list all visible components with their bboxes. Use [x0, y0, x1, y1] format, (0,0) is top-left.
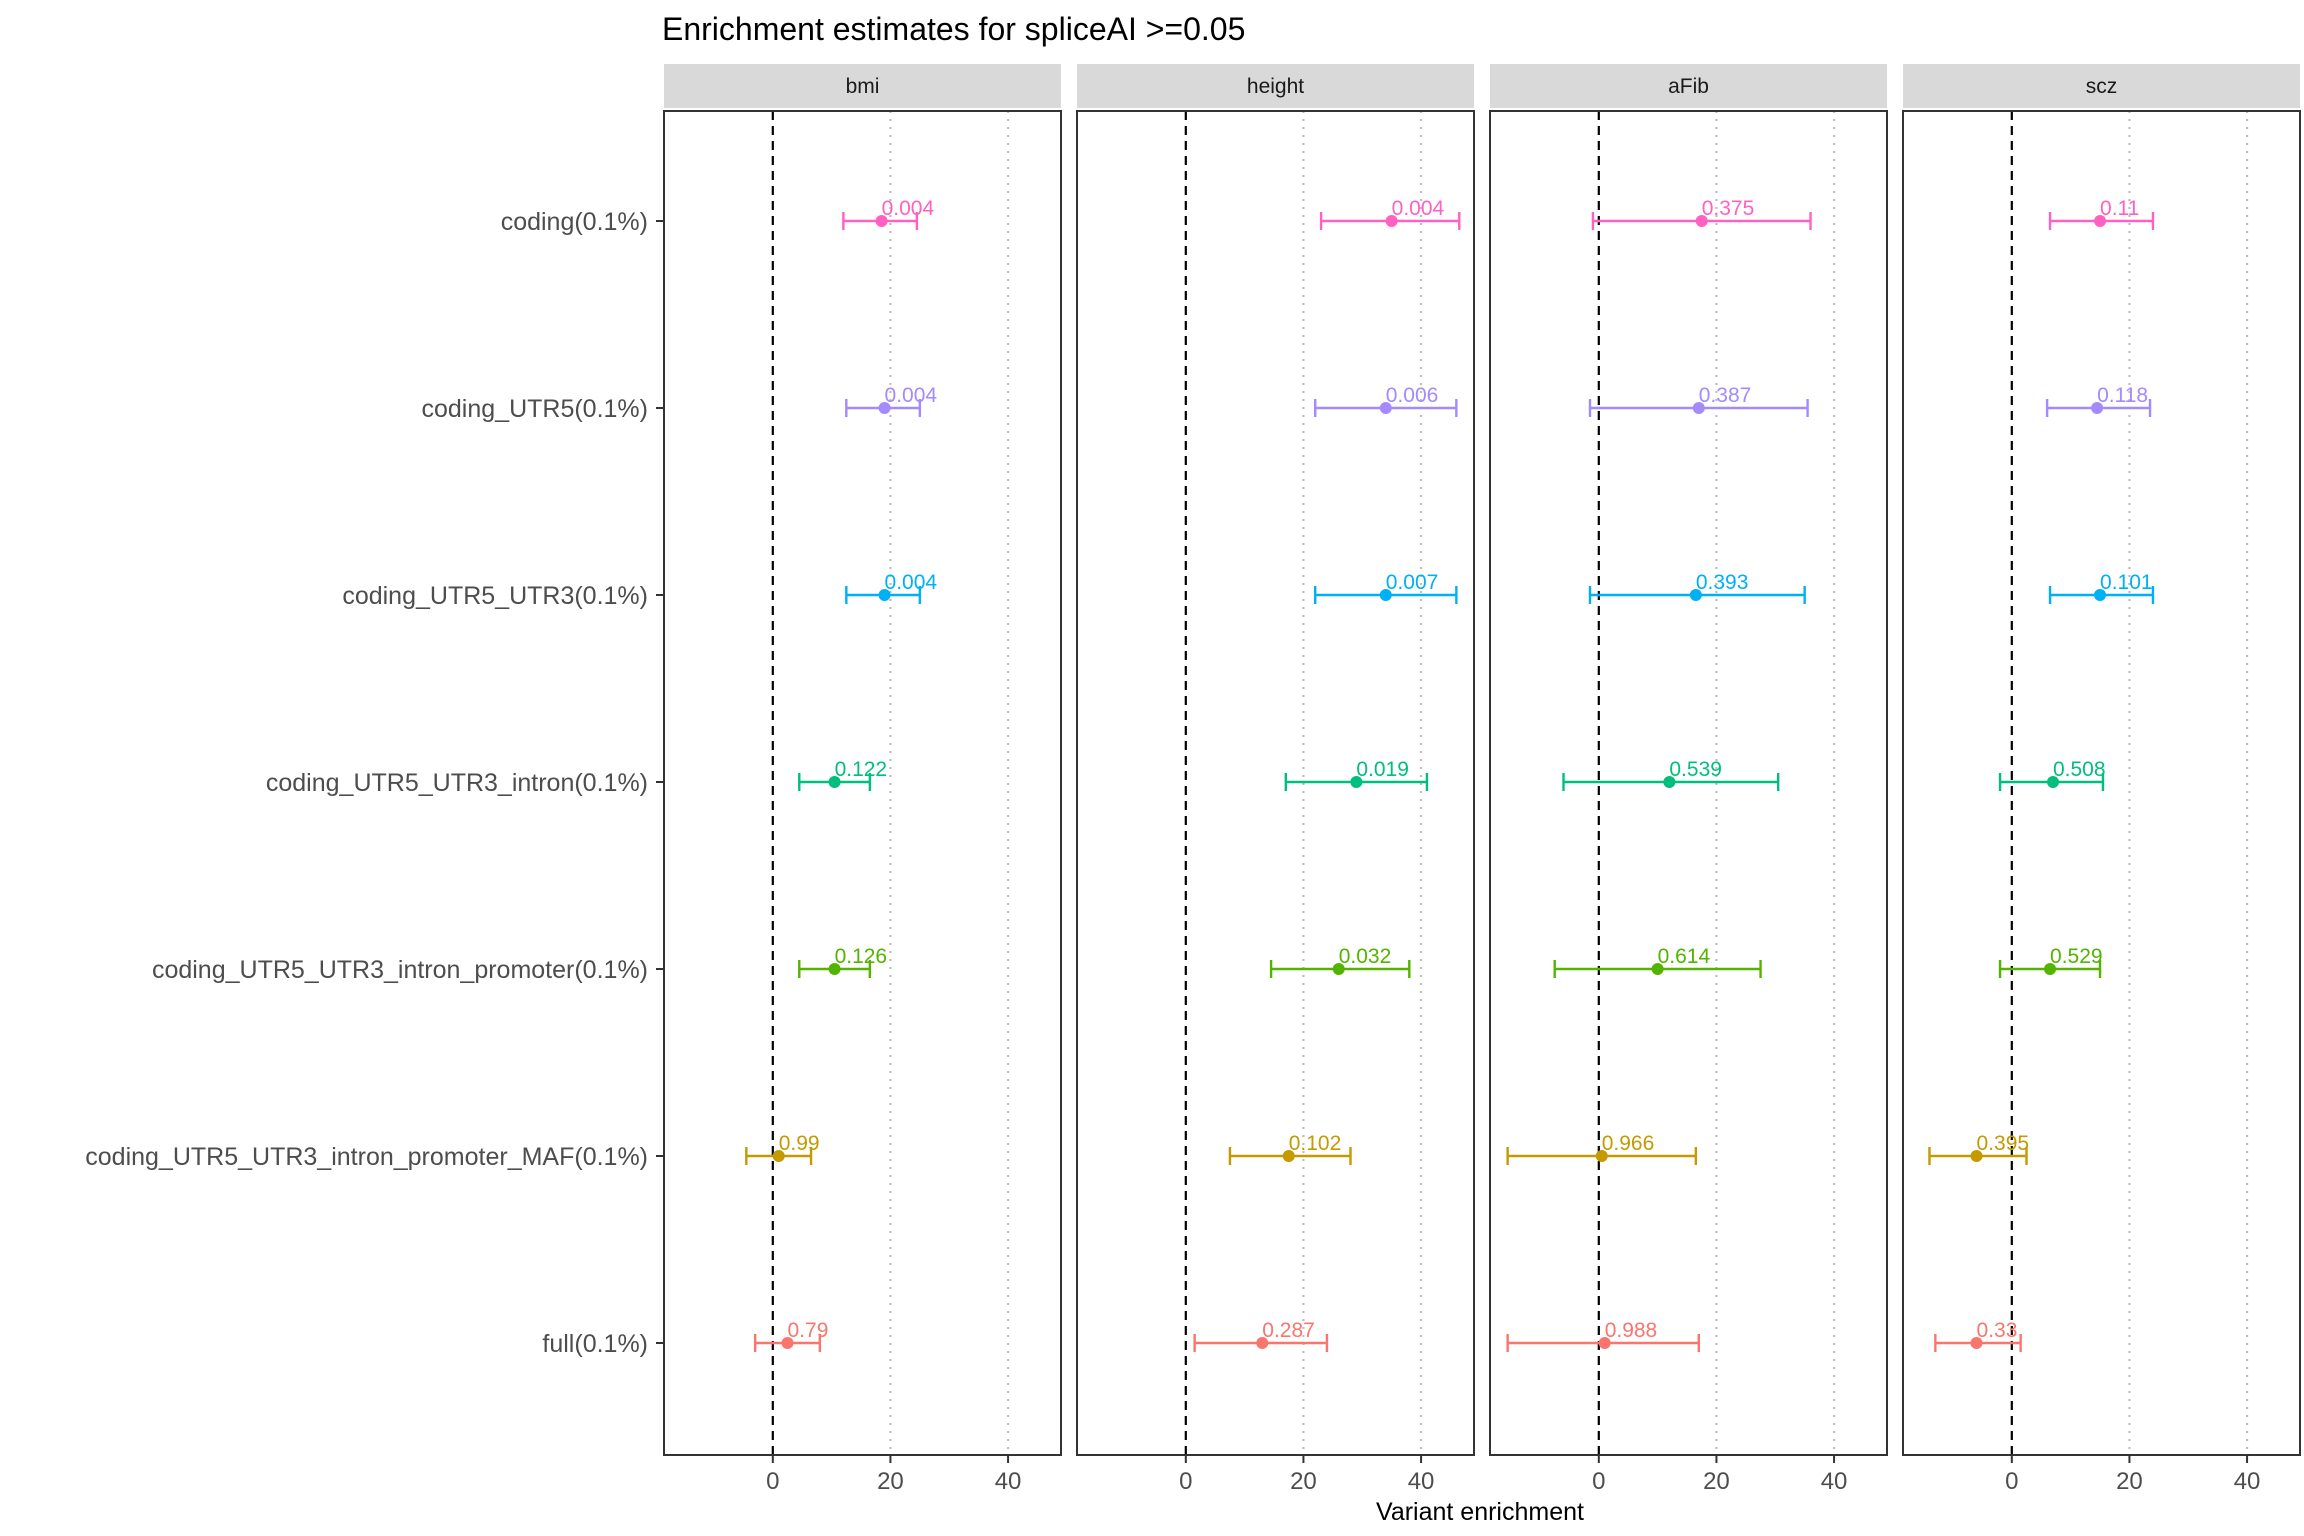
p-value-label: 0.539 — [1669, 758, 1722, 781]
estimate-point — [1692, 402, 1705, 414]
p-value-label: 0.019 — [1356, 758, 1409, 781]
x-tick-label: 20 — [1703, 1468, 1730, 1495]
strip-background — [1077, 64, 1474, 108]
p-value-label: 0.99 — [779, 1132, 820, 1155]
panel-bmi: bmi 0.004 0.004 0.004 0.122 0.126 0.99 0.79 0 20 4… — [663, 64, 1062, 1495]
strip-label: scz — [2086, 75, 2118, 98]
estimate-point — [828, 963, 841, 975]
p-value-label: 0.126 — [835, 945, 888, 968]
x-tick-label: 20 — [2116, 1468, 2143, 1495]
strip-label: height — [1247, 75, 1304, 98]
estimate-point — [2046, 776, 2059, 788]
y-tick-label: coding_UTR5_UTR3_intron_promoter(0.1%) — [152, 956, 648, 984]
facet-panels: bmi 0.004 0.004 0.004 0.122 0.126 0.99 0.79 0 20 4… — [663, 64, 2301, 1495]
y-tick-label: coding_UTR5_UTR3(0.1%) — [342, 582, 648, 610]
p-value-label: 0.79 — [788, 1319, 829, 1342]
p-value-label: 0.393 — [1696, 571, 1749, 594]
estimate-point — [1379, 402, 1392, 414]
estimate-point — [1595, 1150, 1608, 1162]
p-value-label: 0.006 — [1386, 384, 1439, 407]
strip-label: bmi — [846, 75, 880, 98]
estimate-point — [1350, 776, 1363, 788]
y-tick-label: coding_UTR5_UTR3_intron_promoter_MAF(0.1… — [85, 1143, 648, 1171]
x-tick-label: 0 — [2005, 1468, 2018, 1495]
p-value-label: 0.004 — [1392, 197, 1445, 220]
x-tick-label: 0 — [1179, 1468, 1192, 1495]
p-value-label: 0.508 — [2053, 758, 2106, 781]
estimate-point — [878, 402, 891, 414]
p-value-label: 0.33 — [1977, 1319, 2018, 1342]
x-tick-label: 20 — [877, 1468, 904, 1495]
y-tick-label: full(0.1%) — [542, 1330, 648, 1358]
estimate-point — [1598, 1337, 1611, 1349]
p-value-label: 0.118 — [2097, 384, 2148, 407]
p-value-label: 0.004 — [885, 571, 938, 594]
p-value-label: 0.387 — [1699, 384, 1752, 407]
panel-border — [1902, 110, 2301, 1456]
estimate-point — [1695, 215, 1708, 227]
estimate-point — [828, 776, 841, 788]
p-value-label: 0.395 — [1977, 1132, 2030, 1155]
p-value-label: 0.375 — [1702, 197, 1755, 220]
p-value-label: 0.101 — [2100, 571, 2153, 594]
p-value-label: 0.614 — [1658, 945, 1711, 968]
estimate-point — [1332, 963, 1345, 975]
estimate-point — [2094, 589, 2107, 601]
strip-background — [664, 64, 1061, 108]
panel-aFib: aFib 0.375 0.387 0.393 0.539 0.614 0.966 0.988 0… — [1489, 64, 1888, 1495]
x-tick-label: 40 — [1408, 1468, 1435, 1495]
x-tick-label: 0 — [766, 1468, 779, 1495]
chart-title: Enrichment estimates for spliceAI >=0.05 — [662, 11, 1245, 47]
y-tick-label: coding(0.1%) — [501, 208, 648, 236]
estimate-point — [1970, 1337, 1983, 1349]
estimate-point — [1663, 776, 1676, 788]
strip-label: aFib — [1668, 75, 1709, 98]
x-tick-label: 0 — [1592, 1468, 1605, 1495]
estimate-point — [772, 1150, 785, 1162]
panel-height: height 0.004 0.006 0.007 0.019 0.032 0.102 0.28… — [1076, 64, 1475, 1495]
estimate-point — [1282, 1150, 1295, 1162]
strip-background — [1490, 64, 1887, 108]
estimate-point — [875, 215, 888, 227]
estimate-point — [1385, 215, 1398, 227]
strip-background — [1903, 64, 2300, 108]
y-axis: coding(0.1%) coding_UTR5(0.1%) coding_UTR5… — [85, 208, 664, 1358]
y-tick-label: coding_UTR5_UTR3_intron(0.1%) — [266, 769, 648, 797]
p-value-label: 0.004 — [885, 384, 938, 407]
p-value-label: 0.122 — [835, 758, 888, 781]
estimate-point — [1689, 589, 1702, 601]
p-value-label: 0.11 — [2100, 197, 2139, 220]
estimate-point — [1970, 1150, 1983, 1162]
estimate-point — [2094, 215, 2107, 227]
p-value-label: 0.988 — [1605, 1319, 1658, 1342]
y-tick-label: coding_UTR5(0.1%) — [422, 395, 649, 423]
panel-border — [1489, 110, 1888, 1456]
p-value-label: 0.032 — [1339, 945, 1392, 968]
p-value-label: 0.102 — [1289, 1132, 1342, 1155]
p-value-label: 0.007 — [1386, 571, 1439, 594]
estimate-point — [2044, 963, 2057, 975]
p-value-label: 0.529 — [2050, 945, 2103, 968]
estimate-point — [2091, 402, 2104, 414]
x-axis-title: Variant enrichment — [1376, 1498, 1584, 1526]
estimate-point — [1256, 1337, 1269, 1349]
estimate-point — [1379, 589, 1392, 601]
panel-border — [1076, 110, 1475, 1456]
p-value-label: 0.287 — [1262, 1319, 1315, 1342]
x-tick-label: 20 — [1290, 1468, 1317, 1495]
estimate-point — [1651, 963, 1664, 975]
estimate-point — [878, 589, 891, 601]
p-value-label: 0.966 — [1602, 1132, 1655, 1155]
x-tick-label: 40 — [1821, 1468, 1848, 1495]
x-tick-label: 40 — [2234, 1468, 2261, 1495]
p-value-label: 0.004 — [882, 197, 935, 220]
estimate-point — [781, 1337, 794, 1349]
panel-scz: scz 0.11 0.118 0.101 0.508 0.529 0.395 0.33 0 20 4… — [1902, 64, 2301, 1495]
x-tick-label: 40 — [995, 1468, 1022, 1495]
